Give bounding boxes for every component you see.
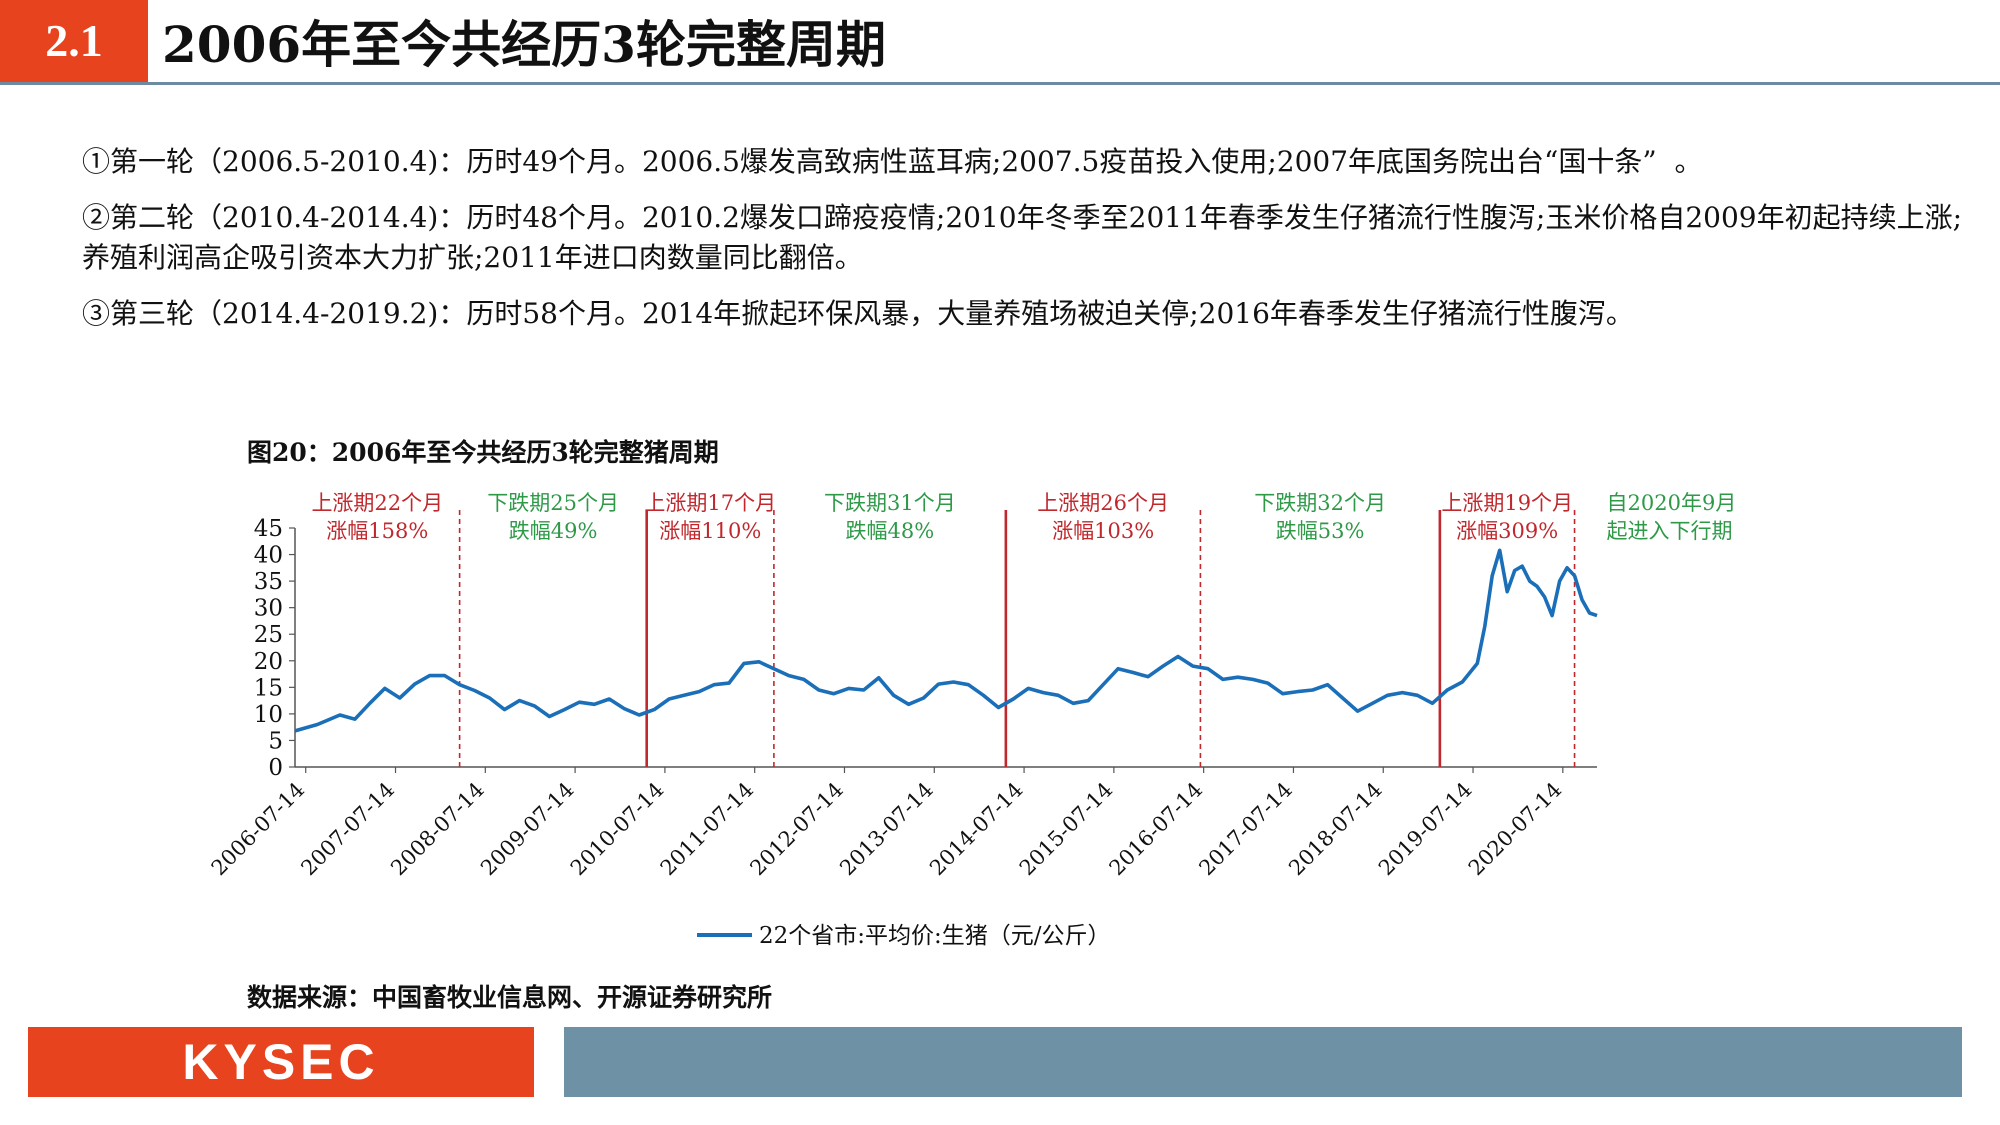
x-tick-label: 2016-07-14: [1105, 778, 1208, 881]
cycle-annotation-period: 上涨期22个月: [311, 491, 443, 515]
x-tick-label: 2020-07-14: [1464, 778, 1567, 881]
cycle-annotation-change: 跌幅48%: [846, 519, 935, 543]
cycle-annotation-change: 涨幅309%: [1456, 519, 1558, 543]
footer-bar: [564, 1027, 1962, 1097]
cycle-annotation-period: 下跌期25个月: [487, 491, 619, 515]
cycle-annotation-change: 涨幅110%: [659, 519, 761, 543]
y-tick-label: 20: [254, 649, 283, 675]
x-tick-label: 2006-07-14: [207, 778, 310, 881]
y-tick-label: 30: [254, 596, 283, 622]
x-tick-label: 2010-07-14: [566, 778, 669, 881]
y-tick-label: 0: [268, 755, 283, 781]
section-number-badge: 2.1: [0, 0, 148, 82]
cycle-annotation-period: 自2020年9月: [1607, 491, 1737, 515]
y-tick-label: 5: [268, 728, 283, 754]
y-tick-label: 40: [254, 543, 283, 569]
y-tick-label: 25: [254, 622, 283, 648]
cycle-annotation-change: 涨幅103%: [1052, 519, 1154, 543]
cycle-annotation-period: 下跌期31个月: [824, 491, 956, 515]
x-tick-label: 2007-07-14: [296, 778, 399, 881]
cycle-annotation-change: 跌幅49%: [509, 519, 598, 543]
cycle-annotation-period: 上涨期17个月: [644, 491, 776, 515]
x-tick-label: 2014-07-14: [925, 778, 1028, 881]
cycle-annotation-period: 上涨期26个月: [1037, 491, 1169, 515]
y-tick-label: 35: [254, 569, 283, 595]
cycle-annotation-change: 起进入下行期: [1607, 519, 1733, 543]
cycle-description-list: ①第一轮（2006.5-2010.4)：历时49个月。2006.5爆发高致病性蓝…: [82, 142, 1962, 350]
cycle-annotation-period: 上涨期19个月: [1441, 491, 1573, 515]
cycle-annotation-change: 跌幅53%: [1276, 519, 1365, 543]
hog-price-cycle-chart: 0510152025303540452006-07-142007-07-1420…: [207, 491, 1737, 949]
cycle-annotation-period: 下跌期32个月: [1254, 491, 1386, 515]
hog-price-series-line: [294, 548, 1598, 733]
y-tick-label: 45: [254, 516, 283, 542]
kysec-logo: KYSEC: [28, 1027, 534, 1097]
cycle-1-description: ①第一轮（2006.5-2010.4)：历时49个月。2006.5爆发高致病性蓝…: [82, 145, 1703, 178]
cycle-2-description: ②第二轮（2010.4-2014.4)：历时48个月。2010.2爆发口蹄疫疫情…: [82, 201, 1963, 274]
title-divider: [0, 82, 2000, 85]
legend-label: 22个省市:平均价:生猪（元/公斤）: [759, 923, 1111, 949]
x-tick-label: 2013-07-14: [835, 778, 938, 881]
cycle-annotation-change: 涨幅158%: [326, 519, 428, 543]
x-tick-label: 2011-07-14: [656, 778, 759, 881]
page-title: 2006年至今共经历3轮完整周期: [162, 15, 886, 74]
y-tick-label: 10: [254, 702, 283, 728]
cycle-3-description: ③第三轮（2014.4-2019.2)：历时58个月。2014年掀起环保风暴，大…: [82, 297, 1634, 330]
data-source-note: 数据来源：中国畜牧业信息网、开源证券研究所: [247, 983, 773, 1012]
x-tick-label: 2008-07-14: [386, 778, 489, 881]
chart-title: 图20：2006年至今共经历3轮完整猪周期: [247, 438, 719, 467]
x-tick-label: 2019-07-14: [1374, 778, 1477, 881]
x-tick-label: 2012-07-14: [745, 778, 848, 881]
x-tick-label: 2015-07-14: [1015, 778, 1118, 881]
x-tick-label: 2018-07-14: [1284, 778, 1387, 881]
x-tick-label: 2017-07-14: [1194, 778, 1297, 881]
x-tick-label: 2009-07-14: [476, 778, 579, 881]
y-tick-label: 15: [254, 675, 283, 701]
